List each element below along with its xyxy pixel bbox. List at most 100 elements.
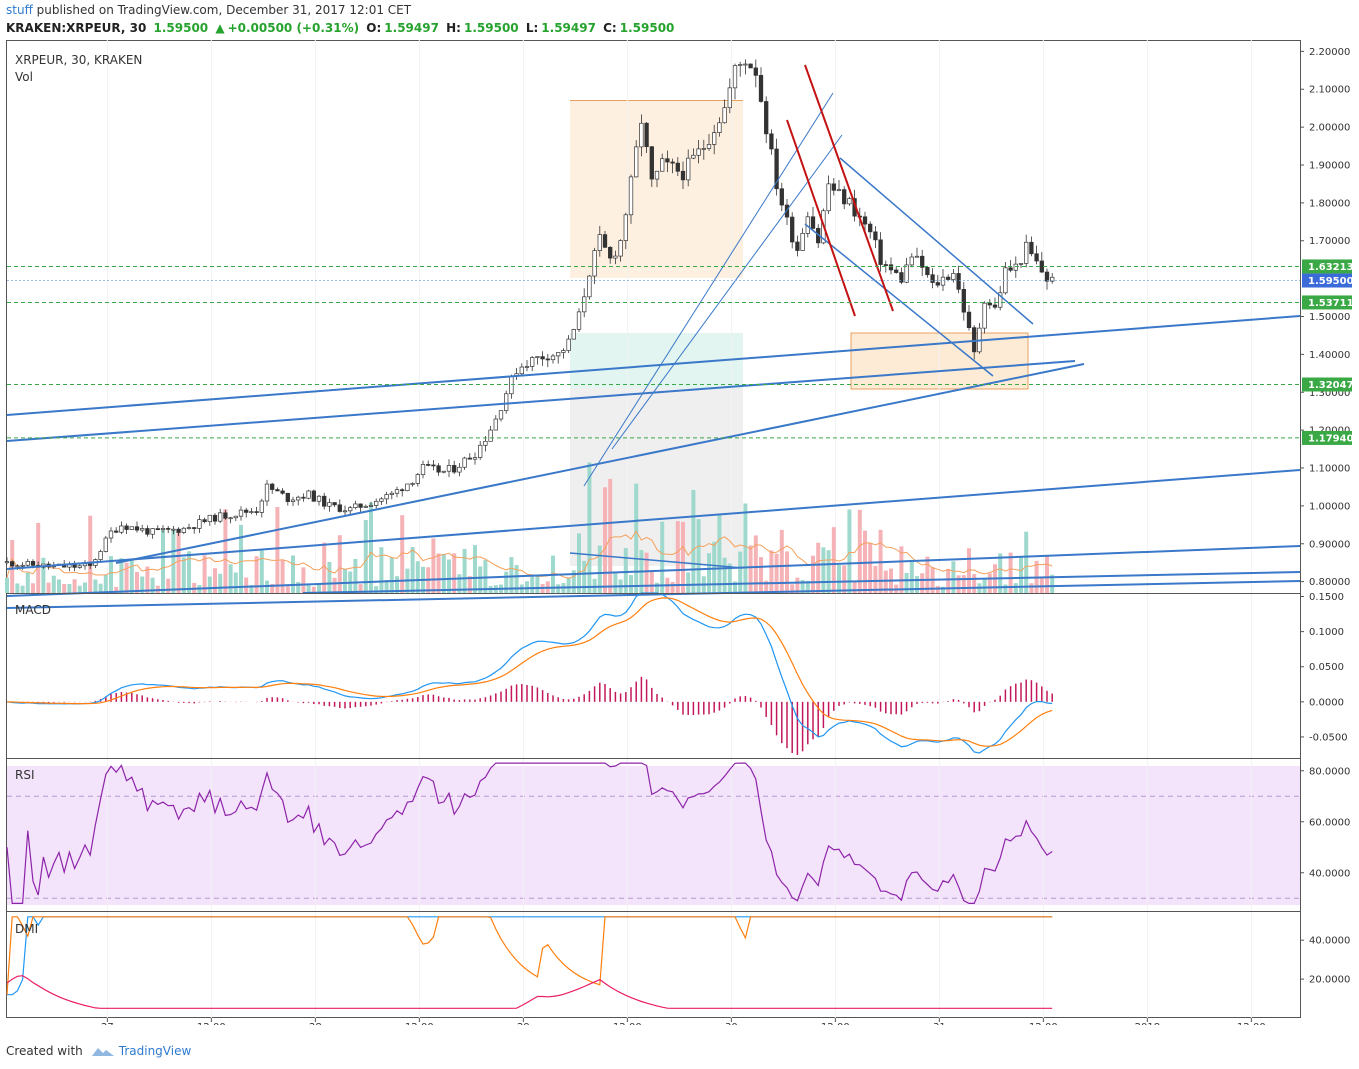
volume-ma-line	[6, 530, 1053, 579]
current-price-tag	[1302, 273, 1352, 288]
time-axis-label: 12:00	[197, 1022, 226, 1025]
volume-bar	[327, 561, 332, 593]
volume-bar	[233, 572, 238, 593]
candle-body	[10, 561, 15, 567]
volume-bar	[452, 553, 457, 593]
volume-bar	[613, 573, 618, 593]
trendline	[6, 580, 1301, 609]
price-change: +0.00500 (+0.31%)	[227, 21, 360, 35]
volume-bar	[176, 532, 181, 593]
candle-body	[207, 514, 212, 523]
volume-bar	[114, 586, 119, 593]
candle-body	[764, 101, 769, 135]
volume-bar	[967, 548, 971, 593]
volume-bar	[811, 555, 815, 593]
volume-bar	[681, 521, 685, 593]
trendline	[6, 315, 1301, 416]
price-axis-label: 1.30000	[1309, 388, 1350, 399]
candle-body	[920, 255, 925, 268]
up-arrow-icon: ▲	[215, 21, 225, 35]
candle-body	[124, 525, 129, 530]
footer: Created with TradingView	[6, 1044, 191, 1059]
volume-bar	[1003, 584, 1008, 593]
tradingview-link[interactable]: TradingView	[118, 1044, 192, 1058]
dmi-title: DMI	[15, 922, 38, 936]
price-axis-label: 2.10000	[1309, 85, 1350, 96]
candle-body	[987, 302, 992, 306]
author-link[interactable]: stuff	[6, 3, 33, 17]
rsi-band	[7, 766, 1300, 905]
candle-body	[420, 464, 426, 475]
candle-body	[478, 444, 483, 458]
candle-body	[613, 255, 618, 259]
volume-bar	[660, 521, 665, 593]
volume-bar	[816, 542, 821, 593]
candle-body	[467, 457, 472, 460]
price-axis-label: 80.0000	[1309, 766, 1350, 777]
high-value: 1.59500	[463, 21, 519, 35]
candle-body	[192, 527, 197, 529]
price-axis-label: 0.1000	[1309, 627, 1344, 638]
candle-body	[446, 465, 452, 472]
volume-bar	[337, 535, 342, 593]
trendline	[115, 363, 1085, 564]
volume-bar	[374, 586, 379, 593]
candle-body	[649, 146, 654, 180]
volume-bar	[25, 572, 30, 593]
time-axis-label: 12:00	[405, 1022, 434, 1025]
candle-body	[696, 148, 701, 156]
volume-bar	[530, 574, 535, 593]
candle-body	[909, 256, 914, 266]
volume-bar	[743, 503, 748, 593]
candle-body	[836, 189, 842, 191]
time-axis-label: 2018	[1135, 1022, 1160, 1025]
volume-bar	[857, 509, 862, 593]
candle-body	[566, 338, 571, 351]
candle-body	[280, 490, 285, 494]
volume-bar	[441, 553, 446, 593]
volume-bar	[88, 515, 93, 593]
volume-bar	[431, 538, 436, 593]
candle-body	[644, 122, 649, 148]
volume-bar	[722, 557, 727, 593]
price-axis-label: 1.10000	[1309, 464, 1350, 475]
candle-body	[743, 63, 748, 66]
volume-bar	[1029, 583, 1034, 593]
candle-body	[946, 276, 951, 280]
candle-body	[296, 496, 301, 501]
volume-bar	[670, 582, 675, 593]
trading-chart[interactable]: 2.20000 2.10000 2.00000 1.90000 1.80000 1.700…	[0, 40, 1359, 1025]
volume-bar	[270, 583, 275, 593]
candle-body	[556, 352, 561, 357]
candle-body	[134, 526, 140, 531]
candle-body	[727, 87, 732, 109]
red-trendline	[786, 119, 856, 317]
main-pane-title: XRPEUR, 30, KRAKEN	[15, 53, 142, 67]
candle-body	[98, 551, 103, 560]
volume-bar	[415, 561, 420, 593]
volume-bar	[467, 576, 472, 593]
volume-bar	[124, 562, 129, 593]
candle-body	[176, 528, 181, 533]
candle-body	[873, 231, 878, 241]
candle-body	[108, 530, 114, 539]
volume-bar	[343, 568, 347, 593]
volume-bar	[915, 576, 919, 593]
volume-bar	[41, 557, 46, 593]
candle-body	[940, 276, 946, 286]
volume-bar	[623, 548, 628, 593]
candle-body	[1044, 271, 1050, 282]
volume-bar	[696, 519, 701, 593]
low-value: 1.59497	[541, 21, 596, 35]
candle-body	[337, 504, 342, 512]
candle-body	[348, 507, 353, 512]
candle-body	[457, 466, 462, 473]
volume-bar	[655, 582, 659, 593]
candle-body	[904, 264, 909, 283]
candle-body	[545, 358, 550, 361]
candle-body	[842, 189, 847, 205]
last-price: 1.59500	[153, 21, 209, 35]
channel-line	[839, 157, 1034, 325]
time-axis-label: 12:00	[613, 1022, 642, 1025]
price-axis-label: 0.0500	[1309, 662, 1344, 673]
